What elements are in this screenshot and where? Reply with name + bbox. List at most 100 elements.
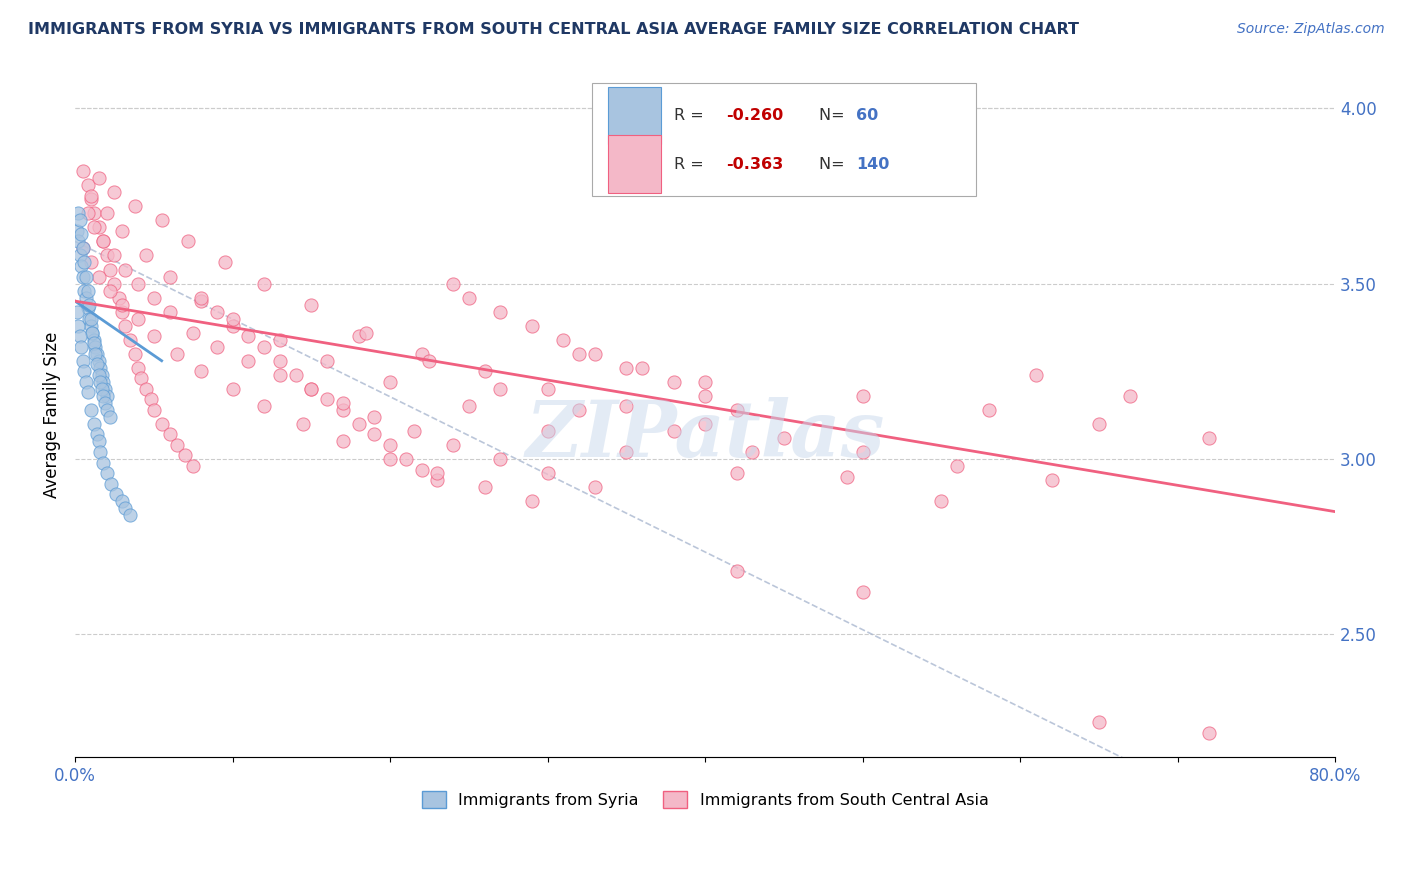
Text: ZIPatlas: ZIPatlas [526,398,884,474]
Point [852,585,875,599]
Point [70,340,93,354]
Point [190,364,212,378]
Point [395,452,418,467]
Point [83,417,105,431]
Point [124,347,146,361]
Point [75,375,97,389]
Point [114,318,136,333]
Point [520,318,543,333]
Point [190,291,212,305]
Point [96,206,118,220]
Point [127,360,149,375]
Point [120,508,142,523]
Point [1088,715,1111,730]
Point [70,259,93,273]
Point [129,371,152,385]
Point [363,409,385,424]
Point [693,375,716,389]
Point [114,501,136,516]
Point [103,186,125,200]
Point [347,417,370,431]
Point [166,347,188,361]
Point [238,353,260,368]
Point [662,375,685,389]
Point [214,255,236,269]
Point [135,248,157,262]
Point [100,476,122,491]
Point [418,353,440,368]
Point [80,192,103,206]
Point [82,326,104,340]
Point [931,494,953,508]
Point [70,227,93,242]
Text: -0.260: -0.260 [727,108,783,123]
Point [72,242,94,256]
Point [741,445,763,459]
Text: R =: R = [673,108,709,123]
Point [127,277,149,291]
Point [411,462,433,476]
Point [65,304,87,318]
Point [77,297,100,311]
Point [77,311,100,326]
Point [520,494,543,508]
Point [87,220,110,235]
Point [90,382,112,396]
Point [474,364,496,378]
Point [76,385,98,400]
Point [356,326,378,340]
Point [89,375,111,389]
Text: N=: N= [818,157,849,171]
Point [73,364,96,378]
Point [150,417,173,431]
Text: IMMIGRANTS FROM SYRIA VS IMMIGRANTS FROM SOUTH CENTRAL ASIA AVERAGE FAMILY SIZE : IMMIGRANTS FROM SYRIA VS IMMIGRANTS FROM… [28,22,1080,37]
Point [221,318,243,333]
Point [441,438,464,452]
Point [725,564,748,578]
Point [72,242,94,256]
Point [332,403,354,417]
Point [69,213,91,227]
Point [181,458,204,473]
Point [378,438,401,452]
Point [87,353,110,368]
Point [67,318,90,333]
Point [75,269,97,284]
Point [269,353,291,368]
Point [94,382,117,396]
FancyBboxPatch shape [607,87,661,144]
Text: 140: 140 [856,157,890,171]
Point [1198,431,1220,445]
Point [111,494,134,508]
Point [111,297,134,311]
Point [98,262,121,277]
Point [773,431,796,445]
Point [426,466,449,480]
Point [292,417,315,431]
Point [474,480,496,494]
Point [84,347,107,361]
Point [269,368,291,382]
Point [83,206,105,220]
Point [221,382,243,396]
Point [84,340,107,354]
Point [568,403,591,417]
Point [83,220,105,235]
Text: Source: ZipAtlas.com: Source: ZipAtlas.com [1237,22,1385,37]
Point [253,400,276,414]
Point [93,235,115,249]
Point [93,456,115,470]
Point [332,396,354,410]
Point [269,333,291,347]
Legend: Immigrants from Syria, Immigrants from South Central Asia: Immigrants from Syria, Immigrants from S… [415,785,995,814]
Point [135,382,157,396]
Point [76,178,98,193]
FancyBboxPatch shape [592,83,976,196]
Point [332,434,354,449]
Point [725,403,748,417]
Point [80,318,103,333]
Point [67,206,90,220]
Point [80,255,103,269]
Point [142,403,165,417]
Point [457,400,479,414]
